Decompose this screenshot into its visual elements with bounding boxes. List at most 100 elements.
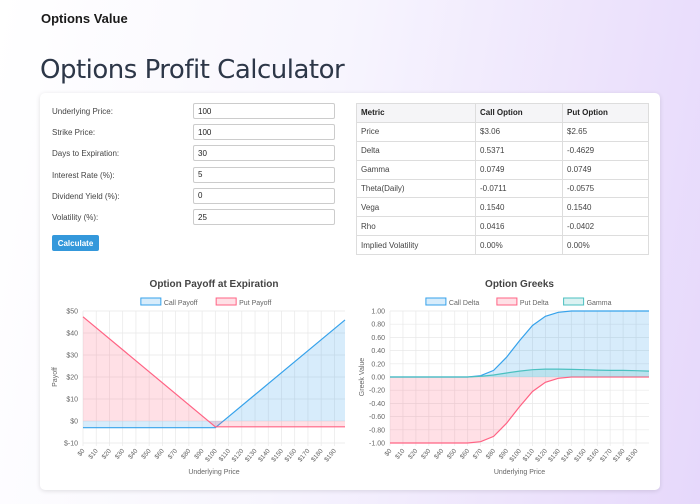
y-tick-label: 0.60	[371, 335, 385, 342]
table-cell: -0.0402	[562, 216, 649, 237]
x-tick-label: $120	[534, 447, 549, 463]
x-tick-label: $80	[485, 448, 498, 461]
y-tick-label: -1.00	[369, 441, 385, 448]
x-tick-label: $100	[204, 447, 219, 463]
x-tick-label: $10	[87, 448, 100, 461]
y-tick-label: -0.40	[369, 401, 385, 408]
series-line-put-delta	[390, 376, 649, 444]
x-tick-label: $0	[384, 447, 394, 457]
legend-label: Gamma	[587, 300, 612, 307]
table-cell: Vega	[356, 197, 476, 218]
x-tick-label: $180	[310, 447, 325, 463]
payoff-chart: Option Payoff at Expiration Call Payoff Pu…	[52, 279, 346, 476]
x-tick-label: $100	[508, 447, 523, 463]
y-tick-label: $40	[66, 331, 78, 338]
y-tick-label: 0.20	[371, 361, 385, 368]
table-cell: 0.00%	[475, 235, 563, 256]
field-input[interactable]	[193, 145, 335, 162]
field-label: Volatility (%):	[52, 213, 99, 222]
x-tick-label: $190	[323, 447, 338, 463]
x-tick-label: $120	[231, 447, 246, 463]
y-axis-label: Payoff	[52, 367, 59, 387]
series-area	[390, 311, 649, 377]
x-tick-label: $70	[472, 448, 485, 461]
table-row: Vega 0.1540 0.1540	[356, 197, 649, 218]
y-tick-label: 0.40	[371, 348, 385, 355]
field-input[interactable]	[193, 103, 335, 119]
field-label: Days to Expiration:	[52, 149, 120, 159]
x-tick-label: $160	[586, 447, 601, 463]
x-tick-label: $20	[407, 448, 420, 461]
table-cell: Theta(Daily)	[356, 178, 476, 199]
header-call: Call Option	[475, 103, 563, 123]
x-tick-label: $140	[257, 447, 272, 463]
table-cell: $2.65	[562, 121, 649, 142]
table-cell: Rho	[356, 216, 476, 237]
legend-swatch	[563, 297, 585, 306]
x-tick-label: $80	[180, 448, 193, 461]
field-label: Dividend Yield (%):	[52, 191, 120, 201]
y-tick-label: $20	[66, 375, 78, 382]
x-tick-label: $150	[270, 447, 285, 463]
table-cell: 0.0749	[475, 159, 563, 180]
app-title: Options Value	[41, 11, 128, 26]
y-axis-label: Greek Value	[359, 358, 366, 396]
x-axis-label: Underlying Price	[494, 469, 545, 476]
field-input[interactable]	[193, 124, 335, 141]
x-tick-label: $170	[297, 447, 312, 463]
table-cell: Implied Volatility	[356, 235, 476, 256]
greeks-chart: Option Greeks Call Delta Put Delta Gamma -1.…	[359, 279, 650, 476]
x-tick-label: $110	[522, 447, 537, 463]
series-line-put-payoff	[82, 316, 345, 428]
x-tick-label: $160	[284, 447, 299, 463]
x-axis-label: Underlying Price	[188, 469, 239, 476]
x-tick-label: $140	[560, 447, 575, 463]
x-tick-label: $70	[167, 448, 180, 461]
chart-title: Option Greeks	[485, 279, 554, 290]
field-input[interactable]	[193, 166, 335, 183]
table-cell: -0.0711	[475, 178, 563, 199]
legend-swatch	[215, 297, 237, 306]
x-tick-label: $170	[599, 447, 614, 463]
x-tick-label: $40	[127, 448, 140, 461]
calculate-button[interactable]: Calculate	[52, 235, 99, 251]
series-area	[83, 316, 345, 427]
table-cell: Price	[356, 121, 476, 142]
table-cell: 0.5371	[475, 140, 563, 161]
x-tick-label: $150	[573, 447, 588, 463]
legend-swatch	[140, 297, 162, 306]
legend-swatch	[425, 297, 447, 306]
field-label: Strike Price:	[52, 128, 96, 138]
table-row: Implied Volatility 0.00% 0.00%	[356, 235, 649, 256]
table-cell: 0.1540	[475, 197, 563, 218]
y-tick-label: -0.80	[369, 427, 385, 434]
y-tick-label: 0.00	[371, 375, 385, 382]
legend-label: Call Delta	[449, 300, 479, 307]
series-line-call-payoff	[83, 319, 346, 429]
series-area	[83, 319, 345, 428]
x-tick-label: $10	[394, 448, 407, 461]
header-put: Put Option	[562, 103, 649, 123]
field-input[interactable]	[193, 209, 335, 225]
x-tick-label: $30	[114, 448, 127, 461]
table-row: Theta(Daily) -0.0711 -0.0575	[356, 178, 649, 199]
series-line-gamma	[390, 368, 650, 378]
x-tick-label: $40	[433, 448, 446, 461]
x-tick-label: $130	[244, 447, 259, 463]
x-tick-label: $110	[218, 447, 233, 463]
y-tick-label: $50	[66, 309, 78, 316]
table-row: Gamma 0.0749 0.0749	[356, 159, 649, 180]
x-tick-label: $190	[625, 447, 640, 463]
table-cell: $3.06	[475, 121, 563, 142]
legend-label: Call Payoff	[164, 300, 198, 307]
field-input[interactable]	[193, 187, 335, 204]
results-table: Metric Call Option Put Option Price $3.06…	[356, 103, 649, 256]
x-tick-label: $60	[459, 448, 472, 461]
table-cell: 0.0749	[562, 159, 649, 180]
table-row: Delta 0.5371 -0.4629	[356, 140, 649, 161]
table-cell: -0.0575	[562, 178, 649, 199]
y-tick-label: $10	[66, 397, 78, 404]
series-area	[390, 369, 649, 377]
x-tick-label: $180	[612, 447, 627, 463]
table-row: Rho 0.0416 -0.0402	[356, 216, 649, 237]
